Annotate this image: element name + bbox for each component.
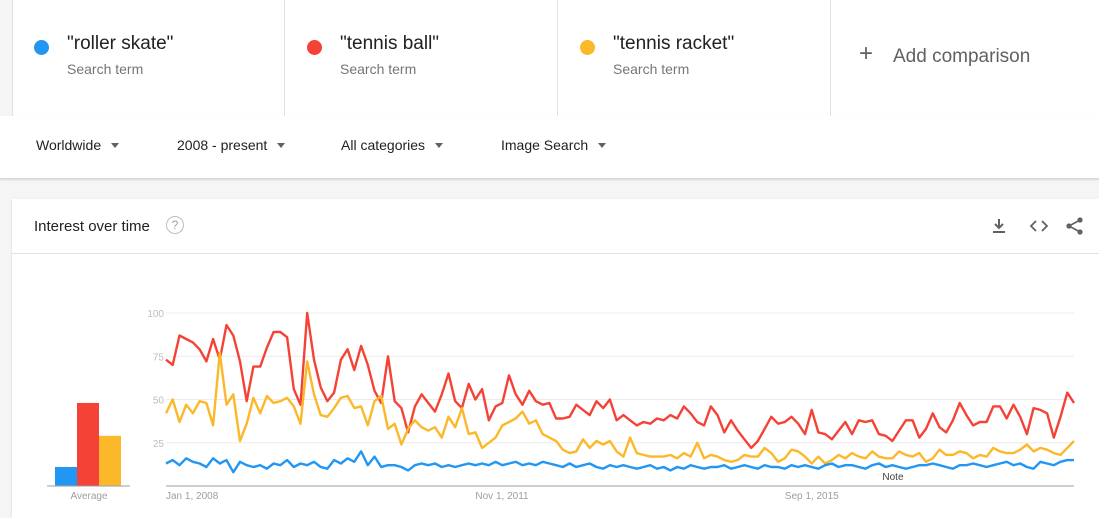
time-range-filter[interactable]: 2008 - present [177, 137, 286, 153]
y-tick-label: 50 [153, 396, 165, 407]
series-line [165, 450, 1074, 474]
interest-over-time-card: Interest over time ? Average 100 75 50 25 J… [12, 199, 1099, 518]
download-icon[interactable] [988, 215, 1010, 237]
category-filter[interactable]: All categories [341, 137, 444, 153]
card-header: Interest over time ? [12, 199, 1099, 254]
y-tick-label: 75 [153, 352, 165, 363]
series-line [165, 311, 1076, 450]
search-term-type: Search term [67, 61, 144, 77]
search-terms-bar: "roller skate" Search term "tennis ball"… [12, 0, 1099, 117]
search-term-name: "tennis racket" [613, 33, 735, 54]
category-filter-label: All categories [341, 137, 426, 153]
time-range-filter-label: 2008 - present [177, 137, 268, 153]
search-term-roller-skate[interactable]: "roller skate" Search term [12, 0, 285, 116]
series-color-dot [580, 40, 595, 55]
x-tick-label: Jan 1, 2008 [166, 491, 219, 502]
average-bar [55, 466, 77, 486]
average-label: Average [70, 491, 108, 502]
search-term-type: Search term [340, 61, 417, 77]
note-annotation[interactable]: Note [882, 472, 904, 483]
help-icon[interactable]: ? [166, 216, 184, 234]
average-bar [77, 402, 99, 486]
search-type-filter-label: Image Search [501, 137, 589, 153]
series-color-dot [34, 40, 49, 55]
region-filter-label: Worldwide [36, 137, 102, 153]
region-filter[interactable]: Worldwide [36, 137, 120, 153]
filter-bar: Worldwide 2008 - present All categories … [0, 116, 1099, 179]
dropdown-arrow-icon [435, 142, 444, 148]
dropdown-arrow-icon [277, 142, 286, 148]
search-term-tennis-ball[interactable]: "tennis ball" Search term [285, 0, 558, 116]
card-title: Interest over time [34, 218, 150, 235]
share-icon[interactable] [1064, 215, 1086, 237]
search-term-type: Search term [613, 61, 690, 77]
search-term-name: "tennis ball" [340, 33, 440, 54]
average-bar [99, 435, 121, 486]
search-type-filter[interactable]: Image Search [501, 137, 607, 153]
y-tick-label: 100 [147, 309, 164, 320]
series-color-dot [307, 40, 322, 55]
x-tick-label: Nov 1, 2011 [475, 491, 529, 502]
add-comparison-label: Add comparison [893, 46, 1031, 67]
series-line [164, 351, 1075, 465]
divider [12, 0, 13, 116]
plus-icon: + [859, 40, 874, 67]
x-tick-label: Sep 1, 2015 [785, 491, 839, 502]
dropdown-arrow-icon [598, 142, 607, 148]
interest-chart: Average 100 75 50 25 Jan 1, 2008 Nov 1, 2011… [47, 309, 1076, 502]
search-term-tennis-racket[interactable]: "tennis racket" Search term [558, 0, 831, 116]
embed-icon[interactable] [1028, 215, 1050, 237]
y-tick-label: 25 [153, 439, 165, 450]
add-comparison-button[interactable]: + Add comparison [831, 0, 1099, 116]
dropdown-arrow-icon [111, 142, 120, 148]
search-term-name: "roller skate" [67, 33, 174, 54]
